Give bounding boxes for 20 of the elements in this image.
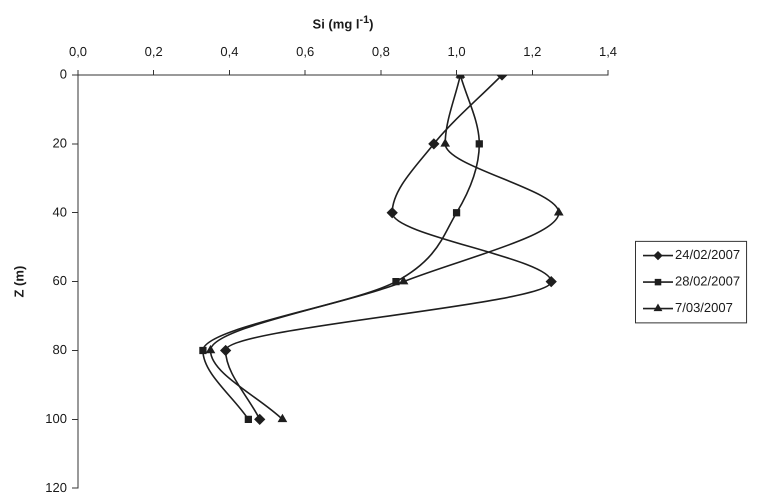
y-tick-label: 20 bbox=[52, 135, 67, 150]
y-tick-label: 60 bbox=[52, 273, 67, 288]
x-tick-label: 0,4 bbox=[220, 44, 238, 59]
legend-label: 7/03/2007 bbox=[675, 300, 733, 316]
x-tick-label: 1,0 bbox=[448, 44, 466, 59]
x-tick-label: 0,2 bbox=[144, 44, 163, 59]
y-tick-label: 120 bbox=[45, 480, 67, 495]
y-axis-title: Z (m) bbox=[11, 266, 26, 298]
x-tick-label: 1,2 bbox=[523, 44, 542, 59]
x-tick-label: 0,6 bbox=[296, 44, 314, 59]
legend-label: 28/02/2007 bbox=[675, 274, 740, 289]
x-tick-label: 0,8 bbox=[372, 44, 390, 59]
y-tick-label: 80 bbox=[52, 342, 67, 358]
y-tick-label: 40 bbox=[52, 204, 67, 220]
x-tick-label: 0,0 bbox=[68, 44, 88, 59]
y-tick-label: 0 bbox=[60, 66, 67, 82]
legend-label: 24/02/2007 bbox=[675, 247, 740, 262]
x-tick-label: 1,4 bbox=[598, 44, 618, 59]
y-tick-label: 100 bbox=[45, 410, 67, 426]
x-axis-title: Si (mg l$^{-1}$) bbox=[312, 14, 374, 32]
